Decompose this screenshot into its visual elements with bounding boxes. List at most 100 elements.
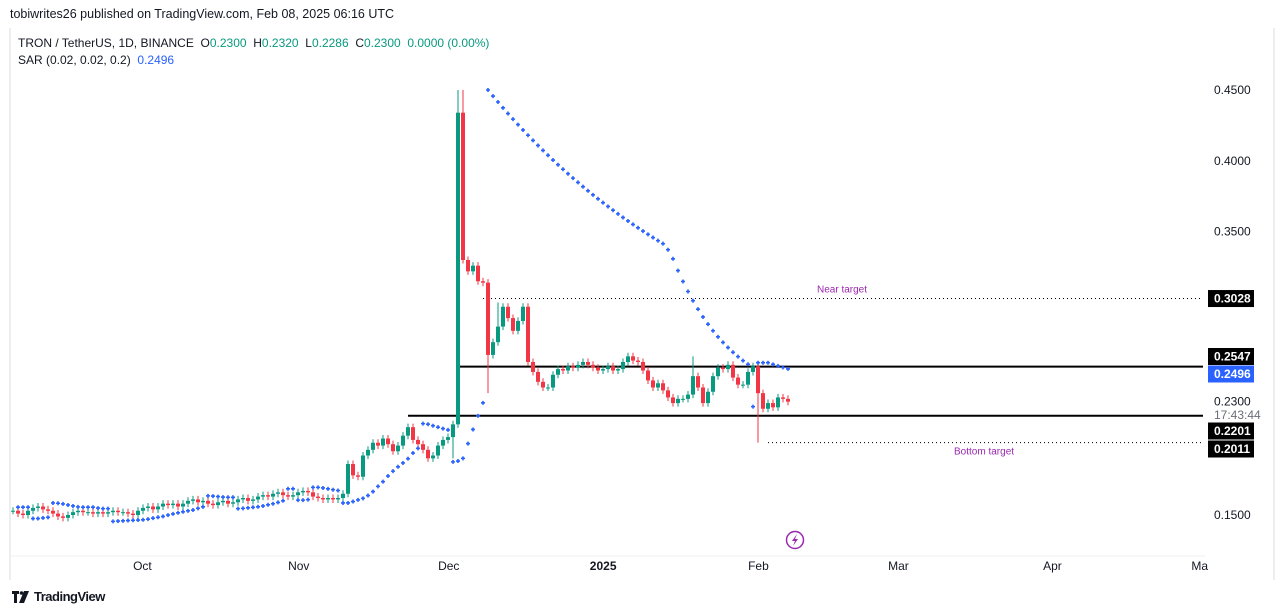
candle-body [86, 512, 90, 514]
candle [111, 507, 115, 516]
close-label: C [355, 36, 364, 50]
sar-dot [16, 505, 20, 510]
sar-dot [766, 360, 770, 365]
candle [251, 495, 255, 505]
sar-dot [606, 204, 610, 209]
candle-body [31, 507, 35, 511]
candle-body [686, 394, 690, 399]
candle [261, 491, 265, 501]
candle [431, 451, 435, 462]
sar-label[interactable]: SAR (0.02, 0.02, 0.2) [18, 53, 131, 67]
bottom-target-price-label: 0.2011 [1214, 442, 1250, 456]
sar-dot [186, 508, 190, 513]
candle [326, 494, 330, 503]
candle [216, 498, 220, 509]
sar-dot [456, 459, 460, 464]
support-price-badge [1208, 422, 1254, 440]
sar-dot [106, 506, 110, 511]
candle-body [276, 492, 280, 494]
candle-body [481, 281, 485, 283]
candle [491, 338, 495, 359]
sar-dot [536, 143, 540, 148]
sar-dot [636, 225, 640, 230]
candle-body [406, 427, 410, 436]
sar-dot [416, 446, 420, 451]
candle-body [231, 502, 235, 504]
sar-dot [656, 238, 660, 243]
tradingview-logo-icon [12, 590, 29, 603]
sar-dot [296, 498, 300, 503]
candle [716, 364, 720, 380]
candle [721, 364, 725, 373]
candle [771, 399, 775, 411]
candle [11, 507, 15, 515]
sar-dot [156, 515, 160, 520]
candle [151, 502, 155, 513]
candle [296, 488, 300, 499]
candle-body [426, 449, 430, 459]
candle-body [471, 265, 475, 272]
candle [176, 500, 180, 511]
candle [611, 362, 615, 375]
candle-body [221, 500, 225, 503]
candle-body [261, 495, 265, 497]
candle-body [491, 342, 495, 355]
candle-body [746, 371, 750, 385]
sar-dot [641, 229, 645, 234]
candle-body [211, 503, 215, 506]
candle-body [281, 492, 285, 496]
open-value: 0.2300 [209, 36, 247, 50]
candle [331, 494, 335, 503]
candle [231, 498, 235, 508]
candle [566, 362, 570, 375]
candle [116, 507, 120, 516]
sar-dot [36, 516, 40, 521]
candle-body [41, 506, 45, 510]
sar-dot [81, 505, 85, 510]
sar-dot [531, 138, 535, 143]
candle-body [436, 445, 440, 456]
candle-body [636, 360, 640, 363]
candle-body [431, 455, 435, 459]
sar-dot [131, 518, 135, 523]
candle [706, 388, 710, 407]
sar-value: 0.2496 [137, 53, 175, 67]
candle [666, 386, 670, 401]
candle [661, 379, 665, 394]
ohlc-row: TRON / TetherUS, 1D, BINANCE O0.2300 H0.… [18, 35, 489, 52]
candle-body [391, 444, 395, 452]
candle [726, 361, 730, 373]
sar-dot [561, 167, 565, 172]
sar-dot [681, 279, 685, 284]
sar-dot [146, 517, 150, 522]
candle-body [366, 449, 370, 456]
candle [146, 502, 150, 512]
candle [581, 358, 585, 369]
sar-dot [501, 105, 505, 110]
candle [681, 395, 685, 403]
candle [626, 352, 630, 366]
sar-dot [166, 513, 170, 518]
sar-dot [431, 423, 435, 428]
candle [351, 460, 355, 479]
sar-dot [771, 362, 775, 367]
sar-dot [56, 501, 60, 506]
tradingview-brand: TradingView [34, 589, 105, 604]
sar-dot [101, 506, 105, 511]
events-lightning-icon[interactable] [785, 530, 805, 550]
candle-body [566, 366, 570, 371]
sar-dot [751, 404, 755, 409]
candle [541, 378, 545, 392]
symbol-label[interactable]: TRON / TetherUS, 1D, BINANCE [18, 36, 194, 50]
candle-body [781, 397, 785, 399]
y-axis-tick: 0.4500 [1214, 83, 1251, 97]
sar-dot [441, 426, 445, 431]
high-value: 0.2320 [261, 36, 299, 50]
candle [421, 440, 425, 454]
candle-body [381, 438, 385, 446]
candle-body [416, 439, 420, 445]
candle [406, 423, 410, 440]
candle [211, 500, 215, 509]
candle-body [11, 510, 15, 512]
